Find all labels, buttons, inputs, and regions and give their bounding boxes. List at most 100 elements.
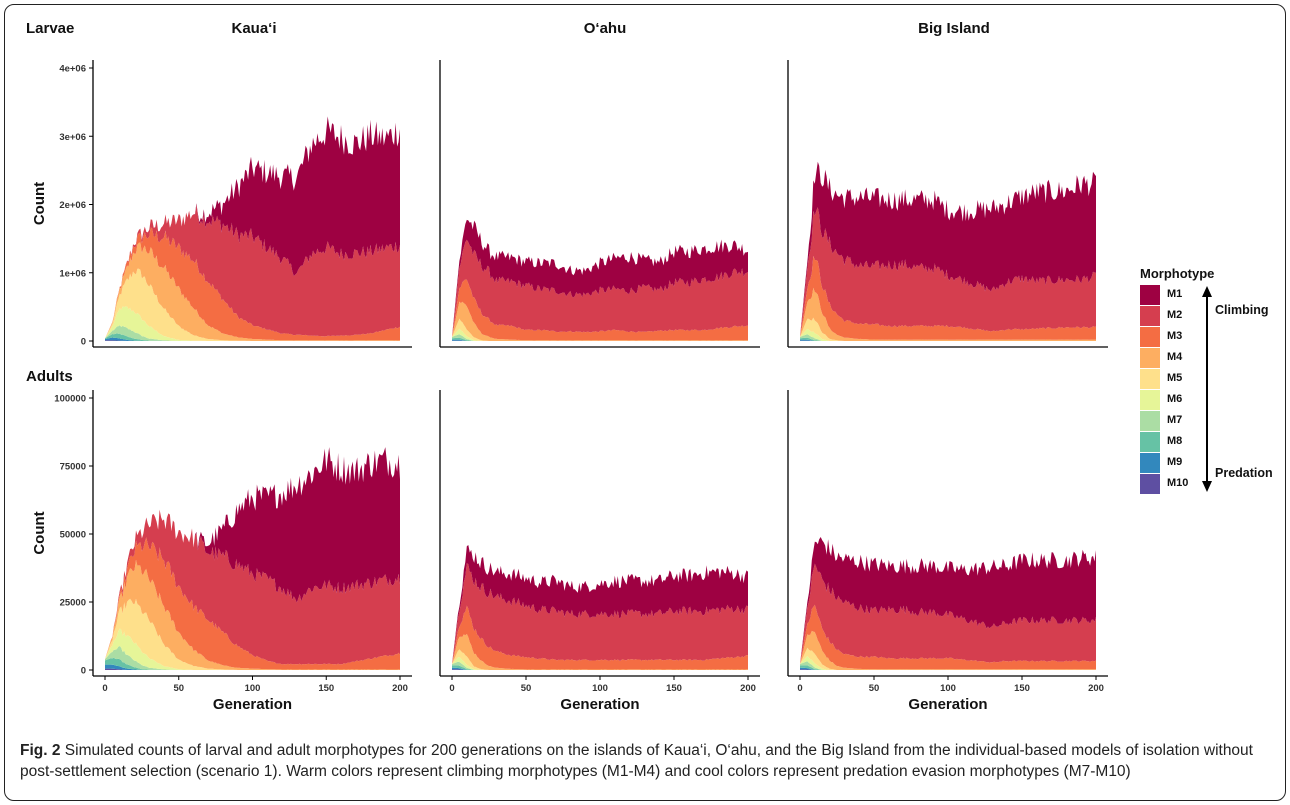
legend-item-m3: M3 xyxy=(1140,327,1210,347)
legend-swatch xyxy=(1140,453,1160,473)
area-series-m1 xyxy=(800,537,1096,664)
y-tick-label: 50000 xyxy=(60,530,86,541)
panel-5: 0 50 100 150 200 Generation xyxy=(439,390,760,713)
legend-label: M6 xyxy=(1167,393,1183,405)
area-series-m3 xyxy=(452,279,748,341)
legend-label: M1 xyxy=(1167,288,1183,300)
y-tick-label: 0 xyxy=(81,666,86,677)
area-series-m1 xyxy=(452,219,748,337)
x-axis-label: Generation xyxy=(560,696,639,713)
legend-swatch xyxy=(1140,390,1160,410)
legend-item-m8: M8 xyxy=(1140,432,1210,452)
legend-swatch xyxy=(1140,474,1160,494)
row-label-larvae: Larvae xyxy=(26,20,75,37)
legend-item-m2: M2 xyxy=(1140,306,1210,326)
y-tick-label: 2e+06 xyxy=(59,200,86,211)
x-tick-label: 50 xyxy=(173,683,184,694)
y-tick-label: 4e+06 xyxy=(59,64,86,75)
legend-swatch xyxy=(1140,327,1160,347)
arrow-label-predation: Predation xyxy=(1215,466,1273,480)
arrow-label-climbing: Climbing xyxy=(1215,303,1269,317)
legend-title: Morphotype xyxy=(1140,266,1215,281)
area-series-m3 xyxy=(800,604,1096,670)
area-series-m4 xyxy=(452,633,748,670)
x-tick-label: 200 xyxy=(1088,683,1104,694)
x-tick-label: 150 xyxy=(1014,683,1030,694)
area-series-m5 xyxy=(105,598,400,670)
y-axis-label: Count xyxy=(31,511,48,554)
area-series-m3 xyxy=(800,255,1096,340)
x-tick-label: 0 xyxy=(102,683,107,694)
legend-label: M3 xyxy=(1167,330,1183,342)
area-series-m2 xyxy=(452,563,748,664)
column-title-big-island: Big Island xyxy=(918,20,990,37)
area-series-m5 xyxy=(105,268,400,341)
x-axis-label: Generation xyxy=(213,696,292,713)
legend-item-m6: M6 xyxy=(1140,390,1210,410)
y-tick-label: 25000 xyxy=(60,598,86,609)
legend-swatch xyxy=(1140,432,1160,452)
column-title-kauai: Kaua‘i xyxy=(231,20,277,37)
x-tick-label: 100 xyxy=(940,683,956,694)
area-series-m8 xyxy=(105,333,400,341)
column-title-oahu: O‘ahu xyxy=(583,20,627,37)
area-series-m1 xyxy=(105,447,400,660)
legend-item-m1: M1 xyxy=(1140,285,1210,305)
y-axis-label: Count xyxy=(31,182,48,225)
area-series-m4 xyxy=(800,630,1096,670)
figure-canvas: 0 1e+06 2e+06 3e+06 4e+06 Count 0 25000 50000 750… xyxy=(31,60,1108,713)
panel-1: 0 1e+06 2e+06 3e+06 4e+06 Count xyxy=(31,60,412,348)
x-tick-label: 100 xyxy=(245,683,261,694)
x-tick-label: 100 xyxy=(592,683,608,694)
area-series-m1 xyxy=(452,545,748,664)
legend-item-m4: M4 xyxy=(1140,348,1210,368)
legend-label: M8 xyxy=(1167,435,1183,447)
area-series-m3 xyxy=(105,537,400,670)
panel-3 xyxy=(787,60,1108,348)
legend-swatch xyxy=(1140,306,1160,326)
panel-4: 0 25000 50000 75000 100000 0 50 100 150 200 Genera… xyxy=(31,390,412,713)
y-tick-label: 1e+06 xyxy=(59,268,86,279)
area-series-m1 xyxy=(105,116,400,339)
area-series-m4 xyxy=(452,301,748,341)
legend-label: M4 xyxy=(1167,351,1183,363)
legend-swatch xyxy=(1140,348,1160,368)
area-series-m2 xyxy=(800,563,1096,664)
area-series-m4 xyxy=(800,287,1096,341)
caption-text: Simulated counts of larval and adult mor… xyxy=(20,742,1253,780)
panel-6: 0 50 100 150 200 Generation xyxy=(787,390,1108,713)
x-tick-label: 200 xyxy=(392,683,408,694)
area-series-m4 xyxy=(105,559,400,670)
x-tick-label: 150 xyxy=(318,683,334,694)
x-tick-label: 0 xyxy=(797,683,802,694)
legend-item-m7: M7 xyxy=(1140,411,1210,431)
figure-frame xyxy=(4,4,1286,801)
legend-item-m10: M10 xyxy=(1140,474,1210,494)
legend-label: M9 xyxy=(1167,456,1183,468)
x-tick-label: 150 xyxy=(666,683,682,694)
area-series-m8 xyxy=(105,657,400,670)
panel-2 xyxy=(439,60,760,348)
legend-item-m9: M9 xyxy=(1140,453,1210,473)
legend-label: M10 xyxy=(1167,477,1189,489)
area-series-m2 xyxy=(452,239,748,337)
legend-item-m5: M5 xyxy=(1140,369,1210,389)
y-tick-label: 3e+06 xyxy=(59,132,86,143)
area-series-m4 xyxy=(105,242,400,341)
caption-label: Fig. 2 xyxy=(20,742,61,759)
legend: Morphotype M1 M2 M3 M4 M5 M6 M7 M8 M9 M10 Climbin… xyxy=(1140,266,1280,496)
area-series-m2 xyxy=(800,207,1096,337)
x-axis-label: Generation xyxy=(908,696,987,713)
area-series-m3 xyxy=(105,227,400,341)
x-tick-label: 50 xyxy=(521,683,532,694)
x-tick-label: 0 xyxy=(449,683,454,694)
y-tick-label: 100000 xyxy=(54,394,86,405)
legend-double-arrow xyxy=(1202,286,1212,492)
x-tick-label: 50 xyxy=(869,683,880,694)
figure-caption: Fig. 2 Simulated counts of larval and ad… xyxy=(20,740,1270,782)
area-series-m3 xyxy=(452,605,748,670)
legend-label: M2 xyxy=(1167,309,1183,321)
y-tick-label: 75000 xyxy=(60,462,86,473)
area-series-m1 xyxy=(800,161,1096,337)
x-tick-label: 200 xyxy=(740,683,756,694)
